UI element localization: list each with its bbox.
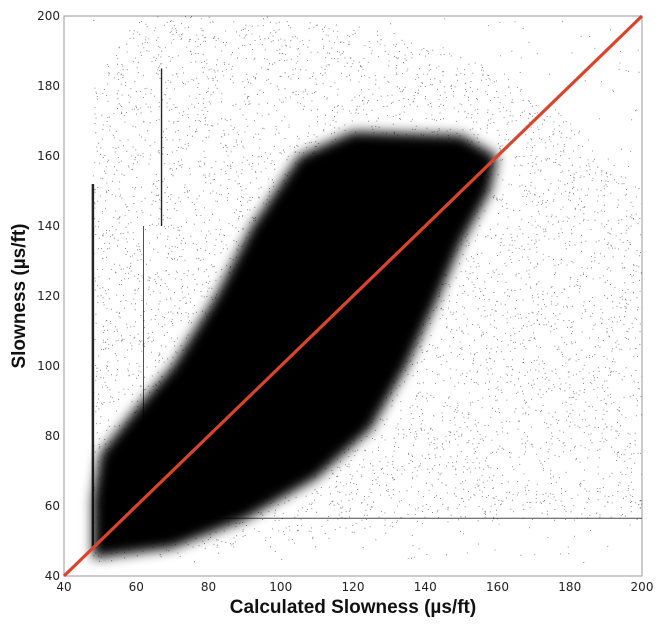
y-tick-label-140: 140 [37,219,60,233]
x-tick-label-160: 160 [486,580,509,594]
y-tick-label-180: 180 [37,79,60,93]
y-axis-title: Slowness (µs/ft) [9,223,30,368]
x-tick-label-100: 100 [269,580,292,594]
x-axis-title: Calculated Slowness (µs/ft) [230,597,476,618]
y-tick-label-200: 200 [37,9,60,23]
x-tick-label-180: 180 [558,580,581,594]
y-tick-label-40: 40 [45,569,60,583]
y-tick-label-160: 160 [37,149,60,163]
reference-line-group [62,14,644,578]
x-tick-label-140: 140 [414,580,437,594]
x-tick-label-200: 200 [631,580,654,594]
y-tick-label-100: 100 [37,359,60,373]
x-tick-label-120: 120 [342,580,365,594]
y-tick-label-60: 60 [45,499,60,513]
x-tick-label-60: 60 [129,580,144,594]
y-tick-label-120: 120 [37,289,60,303]
y-axis-ticks: 40 60 80 100 120 140 160 180 200 [37,9,60,583]
x-tick-label-80: 80 [201,580,216,594]
x-axis-ticks: 40 60 80 100 120 140 160 180 200 [56,580,653,594]
reference-line [62,14,644,578]
x-tick-label-40: 40 [56,580,71,594]
y-tick-label-80: 80 [45,429,60,443]
